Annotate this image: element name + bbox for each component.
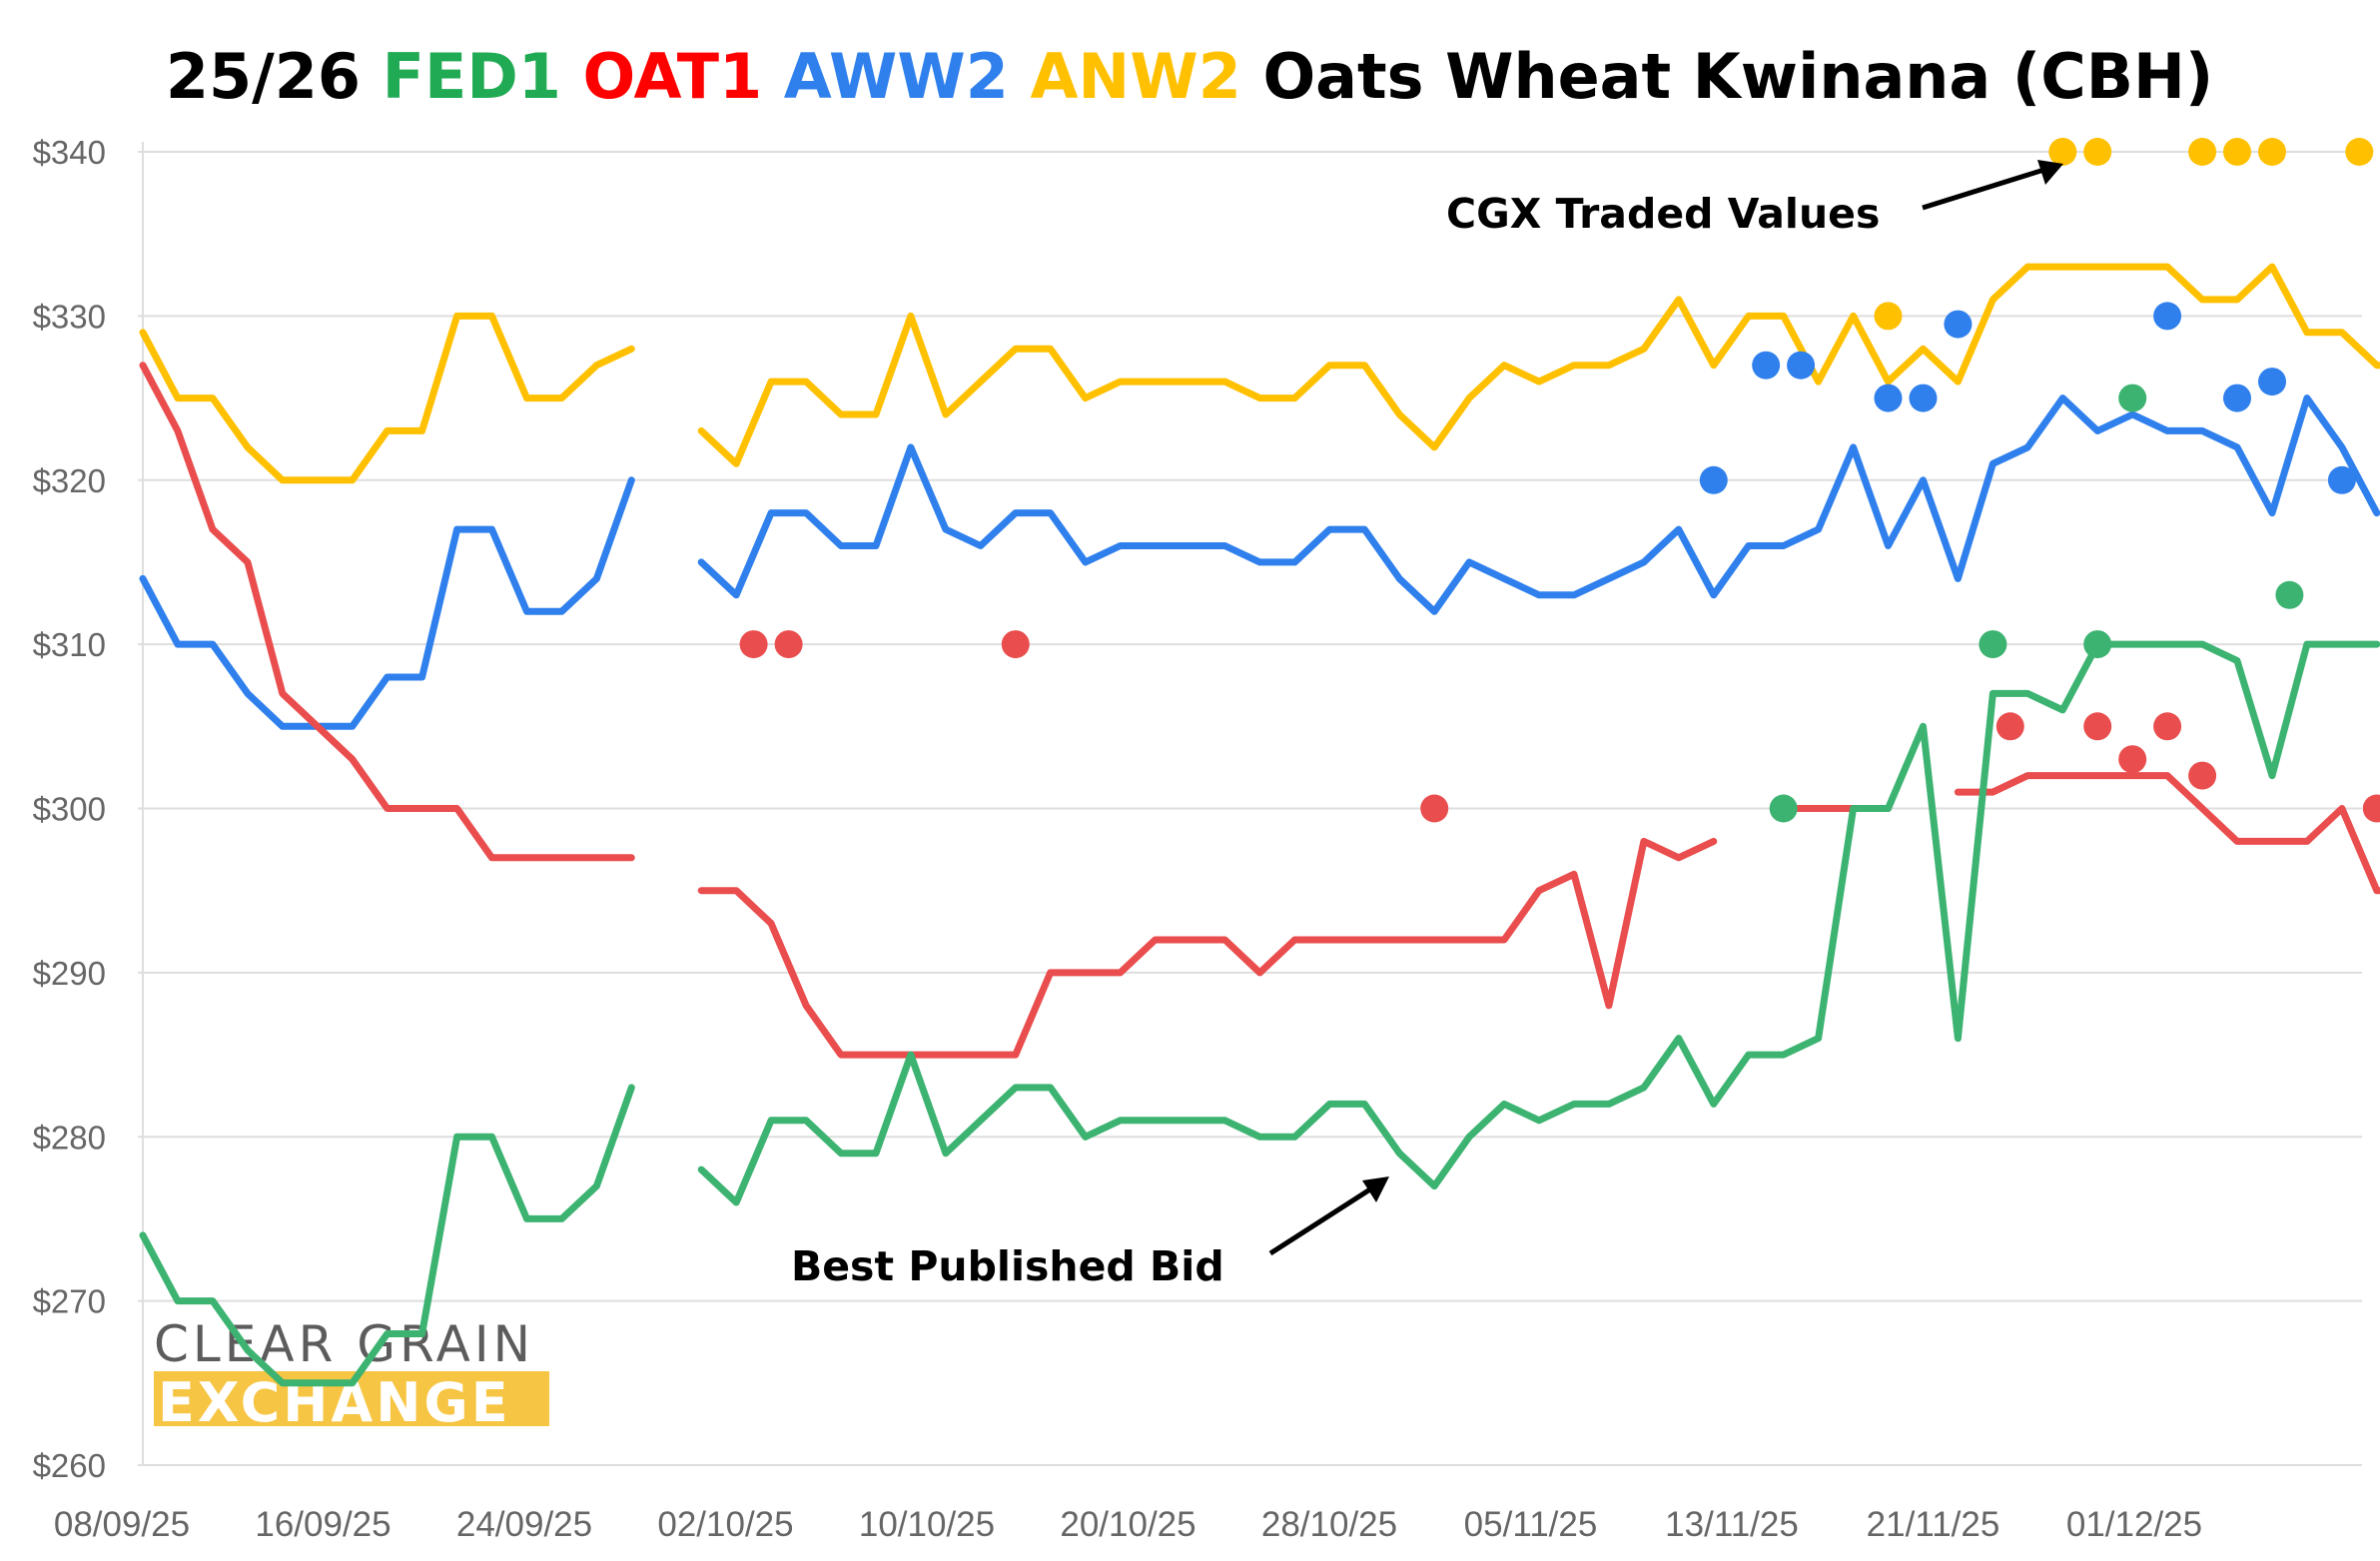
traded-dot-fed1 bbox=[1979, 630, 2007, 659]
traded-dot-oat1 bbox=[2188, 761, 2217, 790]
traded-dot-anw2 bbox=[2258, 138, 2286, 166]
x-tick-label: 01/12/25 bbox=[2066, 1505, 2202, 1544]
traded-dot-fed1 bbox=[1769, 794, 1798, 823]
bid-arrowhead-icon bbox=[1362, 1176, 1389, 1202]
traded-dot-aww2 bbox=[1944, 310, 1973, 339]
cgx-arrowhead-icon bbox=[2037, 160, 2063, 185]
series-line-anw2 bbox=[139, 312, 635, 484]
traded-dot-anw2 bbox=[2223, 138, 2251, 166]
y-tick-label: $300 bbox=[33, 791, 106, 828]
y-tick-label: $280 bbox=[33, 1119, 106, 1156]
y-tick-label: $260 bbox=[33, 1447, 106, 1484]
y-tick-label: $270 bbox=[33, 1283, 106, 1320]
bid-annotation-label: Best Published Bid bbox=[791, 1242, 1224, 1290]
title-part: AWW2 bbox=[784, 40, 1031, 113]
traded-dot-aww2 bbox=[2327, 465, 2356, 494]
series-line-oat1 bbox=[139, 362, 635, 862]
chart-title: 25/26 FED1 OAT1 AWW2 ANW2 Oats Wheat Kwi… bbox=[166, 40, 2213, 113]
series-line-fed1 bbox=[697, 640, 2380, 1206]
traded-dot-oat1 bbox=[2362, 794, 2380, 823]
x-tick-label: 05/11/25 bbox=[1464, 1505, 1598, 1544]
y-axis-ticks: $260 $270 $280 $290 $300 $310 $320 $330 $340 bbox=[33, 134, 106, 1484]
traded-dot-anw2 bbox=[2048, 138, 2077, 166]
traded-dot-oat1 bbox=[1420, 794, 1449, 823]
traded-value-dots bbox=[739, 138, 2380, 823]
y-tick-label: $340 bbox=[33, 134, 106, 171]
series-line-fed1 bbox=[139, 1084, 635, 1387]
traded-dot-fed1 bbox=[2118, 384, 2147, 412]
traded-dot-fed1 bbox=[2275, 580, 2304, 609]
x-tick-label: 13/11/25 bbox=[1665, 1505, 1799, 1544]
title-part: FED1 bbox=[383, 40, 583, 113]
x-tick-label: 10/10/25 bbox=[859, 1505, 995, 1544]
title-part: OAT1 bbox=[583, 40, 784, 113]
traded-dot-oat1 bbox=[2083, 712, 2112, 741]
cgx-annotation-label: CGX Traded Values bbox=[1446, 190, 1880, 238]
logo-line1: CLEAR GRAIN bbox=[154, 1315, 534, 1373]
annotations: CGX Traded Values Best Published Bid bbox=[791, 160, 2063, 1290]
traded-dot-aww2 bbox=[2153, 302, 2182, 331]
y-tick-label: $320 bbox=[33, 462, 106, 499]
series-line-anw2 bbox=[697, 263, 2380, 467]
cgx-annotation-arrow bbox=[1922, 165, 2051, 211]
traded-dot-aww2 bbox=[2223, 384, 2251, 412]
traded-dot-aww2 bbox=[1752, 351, 1781, 380]
x-tick-label: 24/09/25 bbox=[456, 1505, 592, 1544]
series-line-aww2 bbox=[697, 394, 2380, 615]
traded-dot-anw2 bbox=[2345, 138, 2374, 166]
y-tick-label: $330 bbox=[33, 298, 106, 335]
traded-dot-aww2 bbox=[1699, 465, 1728, 494]
y-tick-label: $290 bbox=[33, 955, 106, 992]
series-lines bbox=[139, 263, 2380, 1387]
clear-grain-exchange-logo: CLEAR GRAIN EXCHANGE bbox=[154, 1315, 549, 1434]
traded-dot-oat1 bbox=[2118, 745, 2147, 774]
traded-dot-aww2 bbox=[2258, 368, 2286, 396]
traded-dot-oat1 bbox=[2153, 712, 2182, 741]
x-tick-label: 21/11/25 bbox=[1867, 1505, 2000, 1544]
y-tick-label: $310 bbox=[33, 626, 106, 663]
x-tick-label: 20/10/25 bbox=[1060, 1505, 1195, 1544]
traded-dot-oat1 bbox=[1995, 712, 2024, 741]
series-line-oat1 bbox=[1954, 772, 2380, 895]
x-tick-label: 08/09/25 bbox=[54, 1505, 190, 1544]
traded-dot-aww2 bbox=[1874, 384, 1903, 412]
traded-dot-oat1 bbox=[774, 630, 803, 659]
x-tick-label: 16/09/25 bbox=[255, 1505, 391, 1544]
traded-dot-aww2 bbox=[1909, 384, 1938, 412]
series-line-oat1 bbox=[697, 837, 1718, 1059]
traded-dot-oat1 bbox=[739, 630, 768, 659]
traded-dot-anw2 bbox=[1874, 302, 1903, 331]
title-part: ANW2 bbox=[1030, 40, 1262, 113]
x-tick-label: 02/10/25 bbox=[657, 1505, 793, 1544]
series-line-aww2 bbox=[139, 476, 635, 730]
bid-annotation-arrow bbox=[1268, 1182, 1378, 1256]
traded-dot-aww2 bbox=[1787, 351, 1816, 380]
title-part: 25/26 bbox=[166, 40, 383, 113]
traded-dot-oat1 bbox=[1001, 630, 1030, 659]
grid-lines bbox=[138, 142, 2362, 1466]
title-part: Oats Wheat Kwinana (CBH) bbox=[1262, 40, 2213, 113]
x-tick-label: 28/10/25 bbox=[1261, 1505, 1397, 1544]
traded-dot-anw2 bbox=[2188, 138, 2217, 166]
traded-dot-fed1 bbox=[2083, 630, 2112, 659]
x-axis-ticks: 08/09/25 16/09/25 24/09/25 02/10/25 10/10/25… bbox=[54, 1505, 2202, 1544]
traded-dot-anw2 bbox=[2083, 138, 2112, 166]
